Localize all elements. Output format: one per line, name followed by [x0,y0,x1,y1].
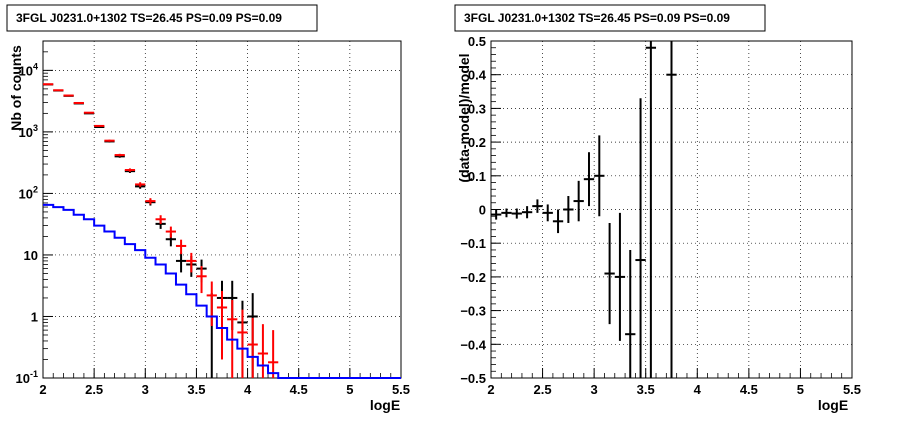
y-tick-label: −0.1 [460,236,486,251]
x-tick-label: 3 [142,382,149,397]
y-tick-label: 0.5 [468,34,486,49]
y-tick-label: −0.5 [460,371,486,386]
y-tick-label: 102 [19,184,38,201]
y-tick-label: 104 [19,61,38,78]
plot-frame [42,40,402,379]
x-tick-label: 4 [694,382,702,397]
x-tick-label: 4 [244,382,252,397]
x-tick-label: 2 [39,382,46,397]
y-tick-label: 103 [19,123,38,140]
x-tick-label: 5 [797,382,804,397]
x-tick-label: 2.5 [85,382,103,397]
x-tick-label: 3 [591,382,598,397]
x-tick-label: 5.5 [843,382,861,397]
chart-title: 3FGL J0231.0+1302 TS=26.45 PS=0.09 PS=0.… [464,11,730,25]
y-tick-label: 10 [24,248,38,263]
y-tick-label: 0.4 [468,68,487,83]
y-tick-label: 0.1 [468,169,486,184]
x-axis-label: logE [818,397,848,413]
y-tick-label: 0 [479,203,486,218]
y-tick-label: −0.2 [460,270,486,285]
x-tick-label: 3.5 [637,382,655,397]
y-tick-label: −0.4 [460,337,486,352]
y-tick-label: −0.3 [460,304,486,319]
y-tick-label: 10-1 [16,369,38,386]
x-axis-label: logE [370,397,400,413]
y-tick-label: 1 [31,309,38,324]
y-tick-label: 0.2 [468,135,486,150]
y-axis-label: (data-model)/model [456,53,472,182]
x-tick-label: 4.5 [740,382,758,397]
title-box [6,4,318,32]
x-tick-label: 5 [346,382,353,397]
x-tick-label: 2 [487,382,494,397]
chart-title: 3FGL J0231.0+1302 TS=26.45 PS=0.09 PS=0.… [16,11,282,25]
y-axis-label: Nb of counts [8,45,24,131]
x-tick-label: 5.5 [392,382,410,397]
residuals-panel: 3FGL J0231.0+1302 TS=26.45 PS=0.09 PS=0.… [454,4,861,413]
x-tick-label: 4.5 [290,382,308,397]
counts-panel: 3FGL J0231.0+1302 TS=26.45 PS=0.09 PS=0.… [6,4,410,413]
x-tick-label: 3.5 [187,382,205,397]
x-tick-label: 2.5 [534,382,552,397]
title-box [454,4,766,32]
model-step-line [43,203,401,379]
y-tick-label: 0.3 [468,101,486,116]
